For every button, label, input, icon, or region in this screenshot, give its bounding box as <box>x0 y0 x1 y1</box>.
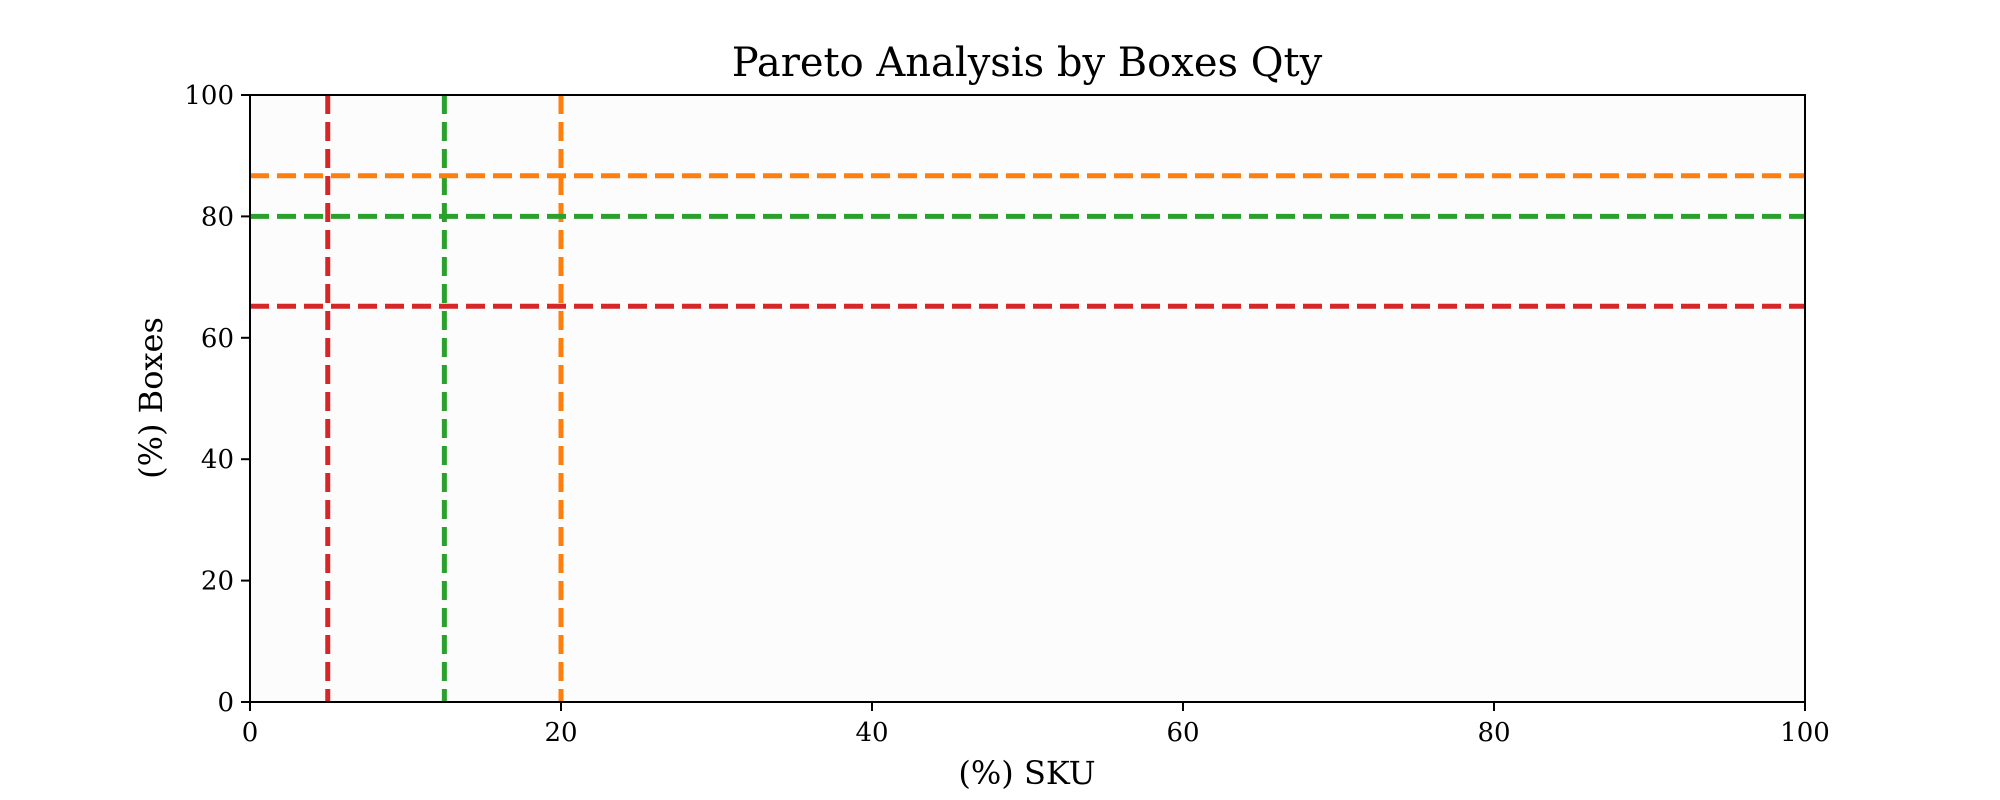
y-tick-label: 20 <box>201 567 234 597</box>
y-axis-ticks: 0 20 40 60 80 100 <box>184 81 250 718</box>
x-axis-label: (%) SKU <box>958 754 1095 792</box>
chart-title: Pareto Analysis by Boxes Qty <box>732 40 1323 86</box>
x-tick-label: 0 <box>242 718 259 748</box>
y-tick-label: 100 <box>184 81 234 111</box>
x-tick-label: 80 <box>1477 718 1510 748</box>
y-tick-label: 0 <box>217 688 234 718</box>
x-axis-ticks: 0 20 40 60 80 100 <box>242 702 1830 748</box>
plot-background <box>250 95 1805 702</box>
plot-frame <box>249 94 1806 703</box>
x-tick-label: 60 <box>1166 718 1199 748</box>
reference-lines <box>250 95 1805 702</box>
x-tick-label: 40 <box>855 718 888 748</box>
x-tick-label: 100 <box>1780 718 1830 748</box>
x-tick-label: 20 <box>544 718 577 748</box>
y-tick-label: 80 <box>201 202 234 232</box>
y-tick-label: 40 <box>201 445 234 475</box>
y-axis-label: (%) Boxes <box>132 317 170 479</box>
y-tick-label: 60 <box>201 324 234 354</box>
